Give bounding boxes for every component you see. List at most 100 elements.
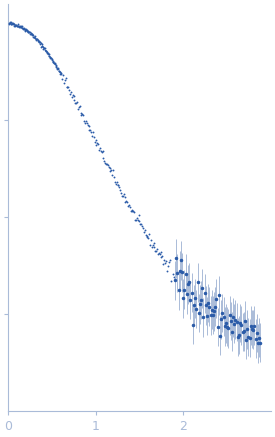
- Point: [46, 50, 51, 57]
- Point: [39, 43, 43, 50]
- Point: [89, 128, 93, 135]
- Point: [114, 178, 119, 185]
- Point: [44, 48, 48, 55]
- Point: [113, 178, 117, 185]
- Point: [88, 127, 92, 134]
- Point: [57, 69, 62, 76]
- Point: [106, 163, 111, 170]
- Point: [50, 55, 54, 62]
- Point: [150, 243, 154, 250]
- Point: [125, 198, 129, 205]
- Point: [138, 220, 142, 227]
- Point: [59, 69, 64, 76]
- Point: [13, 22, 17, 29]
- Point: [136, 216, 140, 223]
- Point: [23, 27, 27, 34]
- Point: [56, 64, 60, 71]
- Point: [164, 257, 168, 264]
- Point: [92, 139, 97, 146]
- Point: [109, 166, 114, 173]
- Point: [28, 29, 32, 36]
- Point: [134, 217, 138, 224]
- Point: [28, 31, 32, 38]
- Point: [64, 74, 68, 81]
- Point: [103, 160, 108, 166]
- Point: [7, 20, 11, 27]
- Point: [18, 23, 23, 30]
- Point: [45, 49, 49, 55]
- Point: [158, 251, 162, 258]
- Point: [112, 173, 116, 180]
- Point: [76, 105, 80, 112]
- Point: [155, 246, 159, 253]
- Point: [164, 268, 169, 275]
- Point: [12, 22, 17, 29]
- Point: [68, 91, 72, 98]
- Point: [130, 207, 135, 214]
- Point: [28, 30, 33, 37]
- Point: [30, 31, 35, 38]
- Point: [102, 157, 106, 164]
- Point: [8, 20, 13, 27]
- Point: [8, 19, 12, 26]
- Point: [158, 253, 163, 260]
- Point: [35, 35, 39, 42]
- Point: [172, 274, 176, 281]
- Point: [75, 99, 79, 106]
- Point: [36, 38, 41, 45]
- Point: [53, 60, 57, 67]
- Point: [95, 139, 100, 146]
- Point: [78, 103, 82, 110]
- Point: [21, 25, 25, 32]
- Point: [141, 225, 145, 232]
- Point: [42, 45, 47, 52]
- Point: [30, 31, 34, 38]
- Point: [10, 20, 15, 27]
- Point: [13, 21, 18, 28]
- Point: [35, 37, 40, 44]
- Point: [22, 26, 26, 33]
- Point: [72, 92, 77, 99]
- Point: [136, 218, 141, 225]
- Point: [106, 162, 110, 169]
- Point: [170, 271, 175, 278]
- Point: [7, 20, 12, 27]
- Point: [29, 31, 33, 38]
- Point: [53, 60, 57, 67]
- Point: [153, 247, 158, 254]
- Point: [108, 168, 113, 175]
- Point: [37, 39, 42, 46]
- Point: [66, 84, 70, 91]
- Point: [150, 242, 155, 249]
- Point: [99, 148, 103, 155]
- Point: [27, 28, 32, 35]
- Point: [58, 70, 62, 77]
- Point: [73, 99, 78, 106]
- Point: [67, 87, 72, 94]
- Point: [70, 91, 75, 98]
- Point: [124, 197, 128, 204]
- Point: [84, 117, 88, 124]
- Point: [53, 62, 58, 69]
- Point: [139, 221, 144, 228]
- Point: [54, 62, 58, 69]
- Point: [65, 84, 70, 91]
- Point: [19, 24, 24, 31]
- Point: [166, 263, 170, 270]
- Point: [25, 27, 29, 34]
- Point: [33, 35, 37, 42]
- Point: [31, 33, 35, 40]
- Point: [97, 147, 101, 154]
- Point: [42, 45, 46, 52]
- Point: [133, 216, 137, 223]
- Point: [142, 227, 147, 234]
- Point: [96, 140, 100, 147]
- Point: [42, 45, 46, 52]
- Point: [37, 39, 41, 46]
- Point: [59, 70, 63, 77]
- Point: [55, 65, 59, 72]
- Point: [47, 52, 52, 59]
- Point: [27, 29, 31, 36]
- Point: [90, 132, 94, 139]
- Point: [19, 24, 23, 31]
